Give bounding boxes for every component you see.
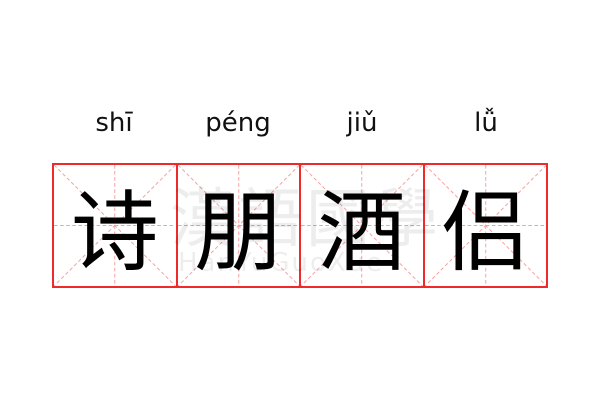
character-grid: 诗 朋 酒 侣 (52, 163, 548, 288)
character-cell: 朋 (177, 165, 301, 286)
pinyin-3: jiǔ (346, 108, 378, 138)
character-cell: 侣 (424, 165, 546, 286)
pinyin-1: shī (95, 108, 133, 138)
guide-lines-icon (177, 165, 299, 286)
character: 诗 (70, 181, 159, 284)
guide-lines-icon (301, 165, 423, 286)
character-cell: 诗 (54, 165, 178, 286)
character: 酒 (317, 181, 406, 284)
pinyin-4: lǚ (474, 108, 498, 138)
guide-lines-icon (54, 165, 176, 286)
character-cell: 酒 (301, 165, 425, 286)
character: 侣 (441, 181, 530, 284)
character: 朋 (194, 181, 283, 284)
pinyin-2: péng (205, 108, 271, 138)
guide-lines-icon (424, 165, 546, 286)
